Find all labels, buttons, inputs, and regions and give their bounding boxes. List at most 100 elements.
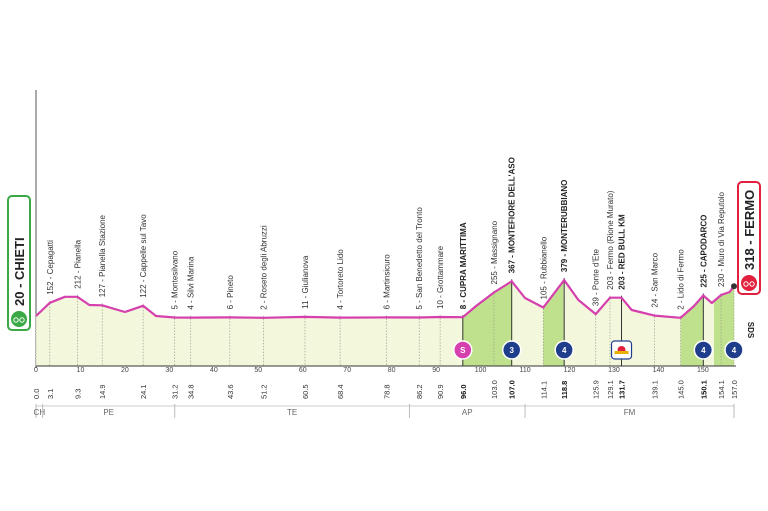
x-tick-0: 0 [34,367,38,374]
start-bike-icon [11,311,27,327]
waypoint-label-5: 5 - Montesilvano [171,250,180,309]
climb-category-icon-2 [554,340,574,360]
climb-category-icon-1 [501,340,522,360]
km-label-23: 145.0 [677,380,686,399]
x-tick-10: 10 [77,367,85,374]
waypoint-label-21: 203 - RED BULL KM [618,214,627,290]
waypoint-label-17: 105 - Rubbianello [539,236,548,299]
climb-segment-1 [462,281,512,366]
x-tick-110: 110 [519,367,530,374]
km-label-22: 139.1 [650,380,659,399]
km-label-8: 51.2 [260,384,269,399]
waypoint-label-3: 127 - Pianella Stazione [98,214,107,297]
km-label-24: 150.1 [699,380,708,399]
waypoint-label-4: 122 - Cappelle sul Tavo [139,214,148,298]
km-label-0: 0.0 [32,389,41,399]
finish-label: 318 - FERMO [742,190,757,270]
km-label-13: 90.9 [436,384,445,399]
finish-label-box [737,181,761,295]
km-label-25: 154.1 [717,380,726,399]
start-bike-wheel-left [13,317,19,323]
km-label-16: 107.0 [508,380,517,399]
province-PE: PE [103,408,114,417]
start-label-box [7,195,31,331]
icon-label-5: 4 [732,346,737,355]
finish-point [731,283,737,290]
km-label-1: 3.1 [46,389,55,399]
waypoint-label-14: 8 - CUPRA MARITTIMA [459,222,468,309]
km-label-19: 125.9 [592,380,601,399]
km-label-15: 103.0 [490,380,499,399]
waypoint-label-6: 4 - Silvi Marina [187,256,196,309]
km-label-4: 24.1 [139,384,148,399]
icon-label-4: 4 [701,346,706,355]
km-label-14: 96.0 [459,384,468,399]
x-tick-60: 60 [299,367,307,374]
waypoint-label-13: 10 - Grottammare [436,245,445,309]
km-label-2: 9.3 [73,389,82,399]
sds-side-text: SDS [746,322,755,339]
waypoint-label-1: 152 - Cepagatti [46,240,55,295]
x-tick-70: 70 [343,367,351,374]
waypoint-label-23: 2 - Lido di Fermo [677,249,686,310]
finish-bike-wheel-right [749,281,755,287]
km-label-26: 157.0 [730,380,739,399]
climb-category-icon-4 [693,340,714,360]
finish-bike-icon [741,275,757,291]
waypoint-label-12: 5 - San Benedetto del Tronto [415,207,424,310]
km-label-3: 14.9 [98,384,107,399]
waypoint-label-20: 203 - Fermo (Rione Murato) [606,190,615,289]
province-CH: CH [34,408,46,417]
x-tick-140: 140 [653,367,665,374]
province-TE: TE [287,408,297,417]
icon-label-1: 3 [509,346,514,355]
waypoint-label-16: 367 - MONTEFIORE DELL'ASO [508,157,517,273]
intermediate-sprint-icon [453,340,473,360]
x-tick-100: 100 [475,367,487,374]
waypoint-label-19: 39 - Ponte d'Ete [592,248,601,306]
km-label-18: 118.8 [560,381,569,399]
km-label-11: 78.8 [382,384,391,399]
x-tick-150: 150 [697,367,709,374]
waypoint-label-18: 379 - MONTERUBBIANO [560,180,569,272]
waypoint-label-22: 24 - San Marco [650,252,659,307]
km-label-6: 34.8 [187,384,196,399]
waypoint-label-2: 212 - Pianella [73,239,82,288]
x-tick-50: 50 [254,367,262,374]
waypoint-label-8: 2 - Roseto degli Abruzzi [260,225,269,310]
km-label-17: 114.1 [539,381,548,399]
province-AP: AP [462,408,473,417]
x-tick-120: 120 [564,367,576,374]
waypoint-label-7: 6 - Pineto [226,275,235,310]
start-bike-wheel-right [19,317,25,323]
x-tick-80: 80 [388,367,396,374]
km-label-12: 86.2 [415,384,424,399]
icon-label-0: S [460,346,466,355]
waypoint-label-9: 11 - Giulianova [301,255,310,309]
x-tick-90: 90 [432,367,440,374]
waypoint-label-24: 225 - CAPODARCO [699,215,708,288]
km-label-10: 68.4 [336,384,345,399]
x-tick-40: 40 [210,367,218,374]
km-label-20: 129.1 [606,380,615,399]
start-label: 20 - CHIETI [12,237,27,306]
redbull-bar-icon [614,351,629,354]
profile-line [35,279,735,319]
km-label-21: 131.7 [618,380,627,399]
finish-bike-wheel-left [743,281,749,287]
waypoint-label-15: 255 - Massignano [490,220,499,284]
x-tick-30: 30 [165,367,173,374]
km-label-7: 43.6 [226,384,235,399]
waypoint-label-10: 4 - Tortoreto Lido [336,249,345,310]
km-label-5: 31.2 [171,384,180,399]
x-tick-130: 130 [608,367,620,374]
waypoint-label-25: 230 - Muro di Via Reputolo [717,191,726,287]
province-FM: FM [624,408,636,417]
climb-category-icon-5 [724,340,744,360]
icon-label-2: 4 [562,346,567,355]
km-label-9: 60.5 [301,384,310,399]
waypoint-label-11: 6 - Martinsicuro [382,254,391,310]
x-tick-20: 20 [121,367,129,374]
